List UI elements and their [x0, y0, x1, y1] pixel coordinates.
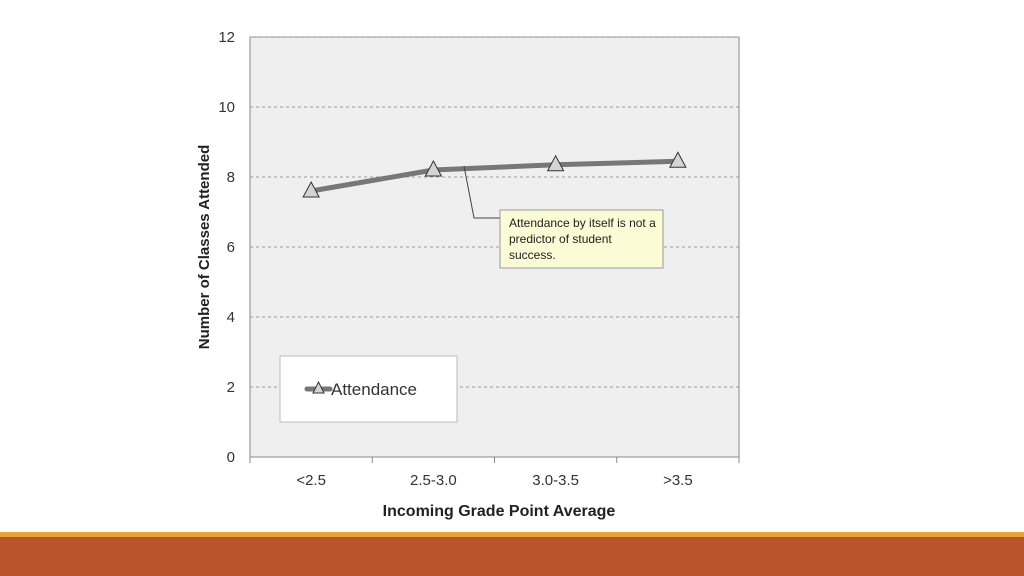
data-point-marker	[302, 180, 320, 198]
annotation-text: Attendance by itself is not a predictor …	[509, 216, 656, 262]
x-tick-label: 3.0-3.5	[532, 472, 579, 489]
y-tick-label: 6	[227, 239, 235, 256]
series-line	[308, 158, 681, 194]
series-attendance	[302, 151, 687, 198]
x-axis-ticks: <2.5 2.5-3.0 3.0-3.5 >3.5	[249, 457, 740, 489]
legend-marker-icon	[312, 380, 325, 394]
data-point-marker	[669, 151, 687, 168]
x-tick-label: 2.5-3.0	[410, 472, 457, 489]
y-tick-label: 12	[218, 29, 235, 46]
x-tick-label: <2.5	[296, 472, 326, 489]
annotation-leader	[463, 165, 500, 219]
y-axis-title: Number of Classes Attended	[196, 145, 213, 350]
y-tick-label: 10	[218, 99, 235, 116]
data-point-marker	[424, 159, 443, 177]
y-tick-label: 2	[227, 379, 235, 396]
y-tick-label: 8	[227, 169, 235, 186]
x-axis-title: Incoming Grade Point Average	[383, 503, 616, 520]
annotation-box	[499, 209, 664, 269]
y-axis-ticks: 0 2 4 6 8 10 12	[218, 29, 235, 466]
y-tick-label: 0	[227, 449, 235, 466]
y-tick-label: 4	[227, 309, 235, 326]
legend-label: Attendance	[331, 380, 417, 399]
data-point-marker	[546, 154, 565, 172]
footer-bar	[0, 537, 1024, 576]
x-tick-label: >3.5	[663, 472, 693, 489]
footer-accent-line	[0, 532, 1024, 537]
